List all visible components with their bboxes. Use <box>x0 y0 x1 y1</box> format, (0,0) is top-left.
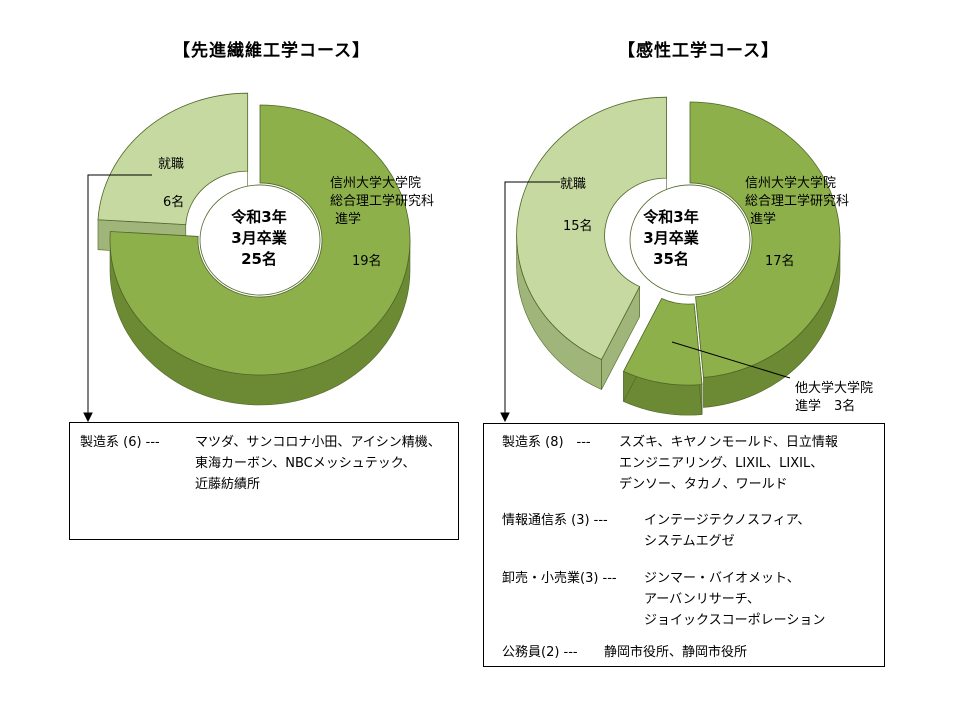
c2-grad-label-2: 総合理工学研究科 <box>745 194 850 209</box>
box2-cat-it: 情報通信系 (3) --- <box>502 513 608 528</box>
connector-3 <box>671 341 791 379</box>
box2-manufacturing-line-2: エンジニアリング、LIXIL、LIXIL、 <box>619 456 824 471</box>
c1-job-value: 6名 <box>163 195 185 210</box>
box2-cat-public: 公務員(2) --- <box>502 645 578 660</box>
c2-center-line-1: 令和3年 <box>643 208 699 226</box>
arrow-1 <box>83 412 93 423</box>
pie-chart-1 <box>97 92 411 406</box>
pie1-slice-0 <box>109 104 411 376</box>
c1-center-line-1: 令和3年 <box>231 208 287 226</box>
c1-grad-label-1: 信州大学大学院 <box>330 176 422 191</box>
arrow-2 <box>500 412 510 423</box>
c2-other-value: 進学 3名 <box>795 399 856 414</box>
pie1-center-hole <box>199 184 321 296</box>
pie1-slice-1 <box>97 92 249 226</box>
c1-center-line-2: 3月卒業 <box>231 229 287 247</box>
c1-job-label: 就職 <box>158 157 185 172</box>
connector-1 <box>87 174 152 420</box>
chart-title-2: 【感性工学コース】 <box>618 41 780 61</box>
c1-center-text: 令和3年 3月卒業 25名 <box>214 207 304 270</box>
c1-grad-value: 19名 <box>352 254 382 269</box>
box2-it-line-2: システムエグゼ <box>644 534 735 549</box>
c1-grad-label-3: 進学 <box>335 212 362 227</box>
c2-grad-label-1: 信州大学大学院 <box>745 176 837 191</box>
c1-grad-label-2: 総合理工学研究科 <box>330 194 435 209</box>
c2-grad-label-3: 進学 <box>750 212 777 227</box>
box2-manufacturing-line-1: スズキ、キヤノンモールド、日立情報 <box>619 435 838 450</box>
c2-other-label: 他大学大学院 <box>795 381 874 396</box>
box1-line-2: 東海カーボン、NBCメッシュテック、 <box>195 456 416 471</box>
box2-retail-line-1: ジンマー・バイオメット、 <box>644 571 800 586</box>
box1-category: 製造系 (6) --- <box>80 435 160 450</box>
box2-cat-manufacturing: 製造系 (8) --- <box>502 435 591 450</box>
c2-center-line-2: 3月卒業 <box>643 229 699 247</box>
c2-job-label: 就職 <box>560 177 587 192</box>
pie2-slice-0 <box>689 101 841 378</box>
box1-line-3: 近藤紡績所 <box>195 477 261 492</box>
employer-list-box-2: 製造系 (8) --- スズキ、キヤノンモールド、日立情報 エンジニアリング、L… <box>483 423 885 667</box>
box2-cat-retail: 卸売・小売業(3) --- <box>502 571 617 586</box>
connector-lines <box>83 174 791 423</box>
c2-center-line-3: 35名 <box>653 250 689 268</box>
employer-list-box-1: 製造系 (6) --- マツダ、サンコロナ小田、アイシン精機、 東海カーボン、N… <box>69 422 459 540</box>
box2-public-line-1: 静岡市役所、静岡市役所 <box>604 645 748 660</box>
c1-center-line-3: 25名 <box>241 250 277 268</box>
pie2-center-hole <box>629 184 751 296</box>
box2-retail-line-3: ジョイックスコーポレーション <box>644 613 826 628</box>
box1-line-1: マツダ、サンコロナ小田、アイシン精機、 <box>195 435 441 450</box>
pie2-slice-1 <box>622 297 703 386</box>
c2-grad-value: 17名 <box>765 254 795 269</box>
c2-center-text: 令和3年 3月卒業 35名 <box>626 207 716 270</box>
box2-retail-line-2: アーバンリサーチ、 <box>644 592 760 607</box>
pie2-slice-2 <box>516 96 668 361</box>
pie-chart-2 <box>516 96 841 416</box>
chart-title-1: 【先進繊維工学コース】 <box>173 41 371 61</box>
box2-manufacturing-line-3: デンソー、タカノ、ワールド <box>619 477 788 492</box>
connector-2 <box>504 181 560 420</box>
box2-it-line-1: インテージテクノスフィア、 <box>644 513 811 528</box>
c2-job-value: 15名 <box>563 219 593 234</box>
